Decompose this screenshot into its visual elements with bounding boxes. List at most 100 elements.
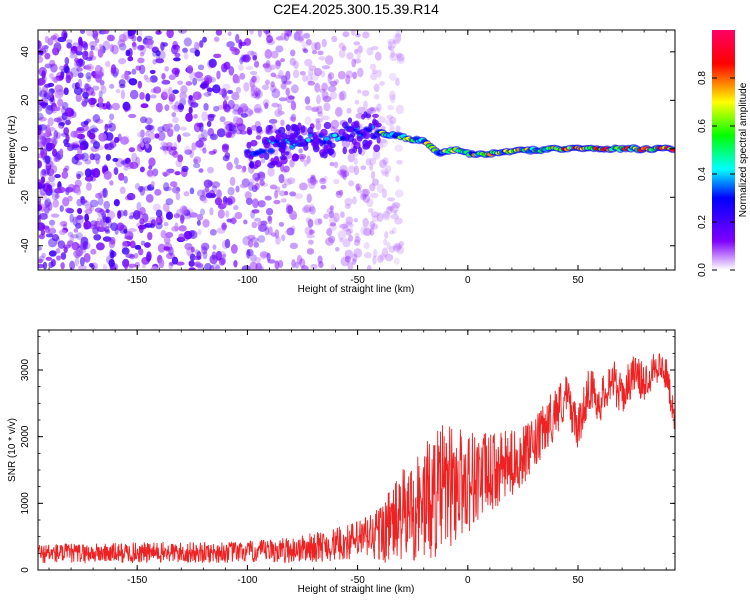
spectrogram-cell (166, 145, 173, 152)
spectrogram-cell (376, 136, 381, 144)
spectrogram-cell (54, 106, 61, 112)
spectrogram-cell (59, 148, 64, 155)
spectrogram-cell (267, 215, 273, 225)
spectrogram-cell (271, 88, 281, 99)
spectrogram-cell (48, 175, 55, 183)
spectrogram-cell (300, 125, 306, 133)
spectrogram-cell (302, 48, 309, 54)
spectrogram-cell (199, 194, 207, 202)
spectrogram-cell (104, 143, 113, 151)
spectrogram-cell (318, 56, 326, 61)
y-tick-label: 3000 (20, 358, 31, 381)
spectrogram-cell (145, 124, 154, 131)
spectrogram-cell (174, 171, 181, 176)
spectrogram-cell (291, 154, 299, 162)
spectrogram-cell (158, 258, 165, 269)
spectrogram-cell (396, 159, 403, 165)
spectrogram-cell (261, 84, 270, 91)
spectrogram-cell (257, 30, 262, 38)
figure-title: C2E4.2025.300.15.39.R14 (273, 1, 439, 17)
spectrogram-cell (324, 237, 334, 246)
spectrogram-cell (55, 248, 61, 254)
spectrogram-cell (280, 119, 285, 126)
spectrogram-cell (174, 123, 180, 132)
spectrogram-cell (253, 103, 262, 113)
spectrogram-cell (338, 91, 345, 101)
spectrogram-cell (41, 104, 47, 109)
spectrogram-cell (285, 94, 295, 104)
spectrogram-cell (117, 39, 126, 48)
spectrogram-cell (92, 114, 101, 123)
spectrogram-cell (274, 59, 281, 70)
spectrogram-cell (231, 47, 241, 56)
spectrogram-cell (329, 216, 338, 225)
spectrogram-cell (194, 49, 200, 57)
spectrogram-cell (333, 79, 340, 84)
spectrogram-cell (215, 250, 222, 261)
spectrogram-cell (63, 87, 69, 96)
spectrogram-cell (235, 185, 240, 193)
spectrogram-cell (346, 107, 352, 114)
spectrogram-cell (93, 234, 102, 241)
spectrogram-cell (348, 148, 355, 154)
spectrogram-cell (160, 91, 168, 101)
spectrogram-cell (38, 53, 42, 60)
spectrogram-cell (335, 190, 343, 199)
spectrogram-cell (306, 74, 313, 83)
spectrogram-cell (69, 260, 76, 270)
spectrogram-cell (78, 36, 83, 46)
spectrogram-cell (387, 45, 395, 51)
spectrogram-cell (38, 141, 46, 148)
spectrogram-cell (109, 113, 115, 121)
spectrogram-cell (141, 263, 146, 269)
spectrogram-cell (380, 168, 389, 175)
spectrogram-cell (355, 183, 363, 191)
spectrogram-cell (353, 239, 361, 247)
spectrogram-cell (310, 174, 316, 179)
spectrogram-cell (394, 32, 402, 42)
spectrogram-cell (80, 30, 86, 34)
spectrogram-cell (287, 177, 296, 185)
spectrogram-cell (133, 252, 139, 259)
spectrogram-cell (52, 199, 59, 208)
spectrogram-cell (109, 264, 114, 270)
spectrogram-cell (139, 218, 145, 225)
spectrogram-cell (75, 50, 83, 56)
spectrogram-cell (234, 48, 240, 56)
spectrogram-cell (150, 180, 155, 188)
spectrogram-cell (230, 187, 235, 193)
spectrogram-cell (157, 126, 165, 133)
spectrogram-cell (254, 159, 262, 168)
spectrogram-cell (145, 77, 153, 83)
spectrogram-cell (43, 45, 49, 54)
spectrogram-cell (289, 159, 295, 168)
spectrogram-cell (170, 181, 178, 188)
spectrogram-cell (309, 229, 315, 235)
spectrogram-cell (199, 122, 204, 133)
spectrogram-cell (294, 193, 304, 200)
spectrogram-cell (257, 220, 266, 228)
spectrogram-cell (162, 171, 171, 176)
spectrogram-cell (189, 72, 198, 81)
spectrogram-cell (355, 130, 361, 135)
spectrogram-cell (152, 50, 157, 57)
spectrogram-cell (389, 230, 395, 235)
spectrogram-cell (320, 128, 328, 137)
spectrogram-cell (226, 41, 235, 48)
spectrogram-cell (362, 31, 370, 39)
spectrogram-cell (155, 58, 165, 64)
spectrogram-cell (286, 227, 295, 236)
spectrogram-cell (347, 153, 355, 163)
spectrogram-cell (370, 170, 376, 180)
spectrogram-cell (137, 80, 143, 89)
spectrogram-cell (173, 213, 180, 219)
spectrogram-cell (362, 217, 369, 228)
spectrogram-cell (365, 158, 371, 166)
spectrogram-cell (254, 177, 260, 182)
spectrogram-cell (227, 89, 233, 94)
spectrogram-cell (128, 263, 137, 268)
spectrogram-cell (160, 141, 167, 147)
spectrogram-cell (387, 104, 395, 111)
spectrogram-cell (121, 247, 130, 255)
spectrogram-cell (398, 240, 405, 247)
